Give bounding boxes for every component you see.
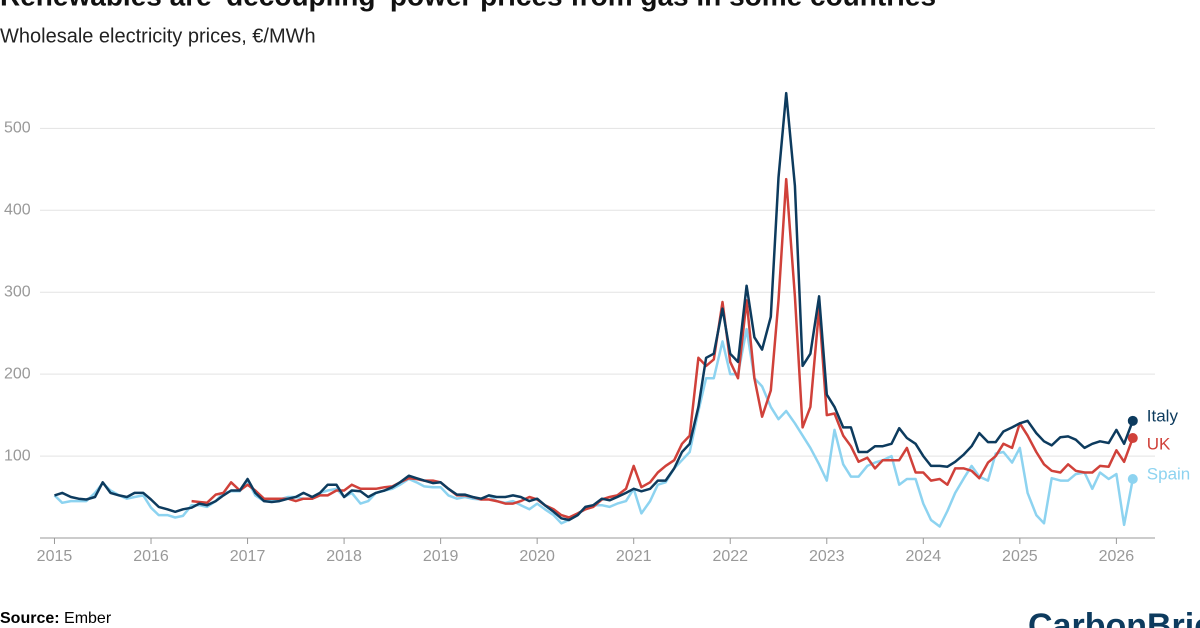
line-1 bbox=[191, 177, 1134, 519]
legend-label: Spain bbox=[1147, 464, 1190, 483]
line-2 bbox=[54, 91, 1134, 522]
x-tick-label: 2025 bbox=[1002, 548, 1038, 565]
end-dot bbox=[1127, 474, 1138, 485]
chart-title: Renewables are 'decoupling' power prices… bbox=[0, 0, 936, 11]
x-tick-label: 2023 bbox=[809, 548, 845, 565]
end-dot bbox=[1127, 433, 1138, 444]
x-tick-label: 2021 bbox=[616, 548, 652, 565]
source: Source: Ember bbox=[0, 610, 112, 627]
source-label: Source: bbox=[0, 610, 60, 627]
y-tick-label: 400 bbox=[4, 201, 31, 218]
x-tick-label: 2026 bbox=[1099, 548, 1135, 565]
x-tick-label: 2017 bbox=[230, 548, 266, 565]
x-tick-label: 2016 bbox=[133, 548, 169, 565]
x-tick-label: 2020 bbox=[519, 548, 555, 565]
logo: CarbonBrief bbox=[1028, 607, 1200, 628]
chart-subtitle: Wholesale electricity prices, €/MWh bbox=[0, 25, 316, 47]
x-tick-label: 2018 bbox=[326, 548, 362, 565]
y-tick-label: 500 bbox=[4, 120, 31, 137]
y-tick-label: 200 bbox=[4, 365, 31, 382]
y-tick-label: 300 bbox=[4, 283, 31, 300]
source-name: Ember bbox=[64, 610, 112, 627]
legend-label: Italy bbox=[1147, 406, 1179, 425]
x-tick-label: 2022 bbox=[712, 548, 748, 565]
x-tick-label: 2015 bbox=[37, 548, 73, 565]
legend-label: UK bbox=[1147, 434, 1171, 453]
x-tick-label: 2024 bbox=[906, 548, 942, 565]
x-tick-label: 2019 bbox=[423, 548, 459, 565]
line-0 bbox=[53, 327, 1135, 528]
end-dot bbox=[1127, 415, 1138, 426]
y-tick-label: 100 bbox=[4, 447, 31, 464]
